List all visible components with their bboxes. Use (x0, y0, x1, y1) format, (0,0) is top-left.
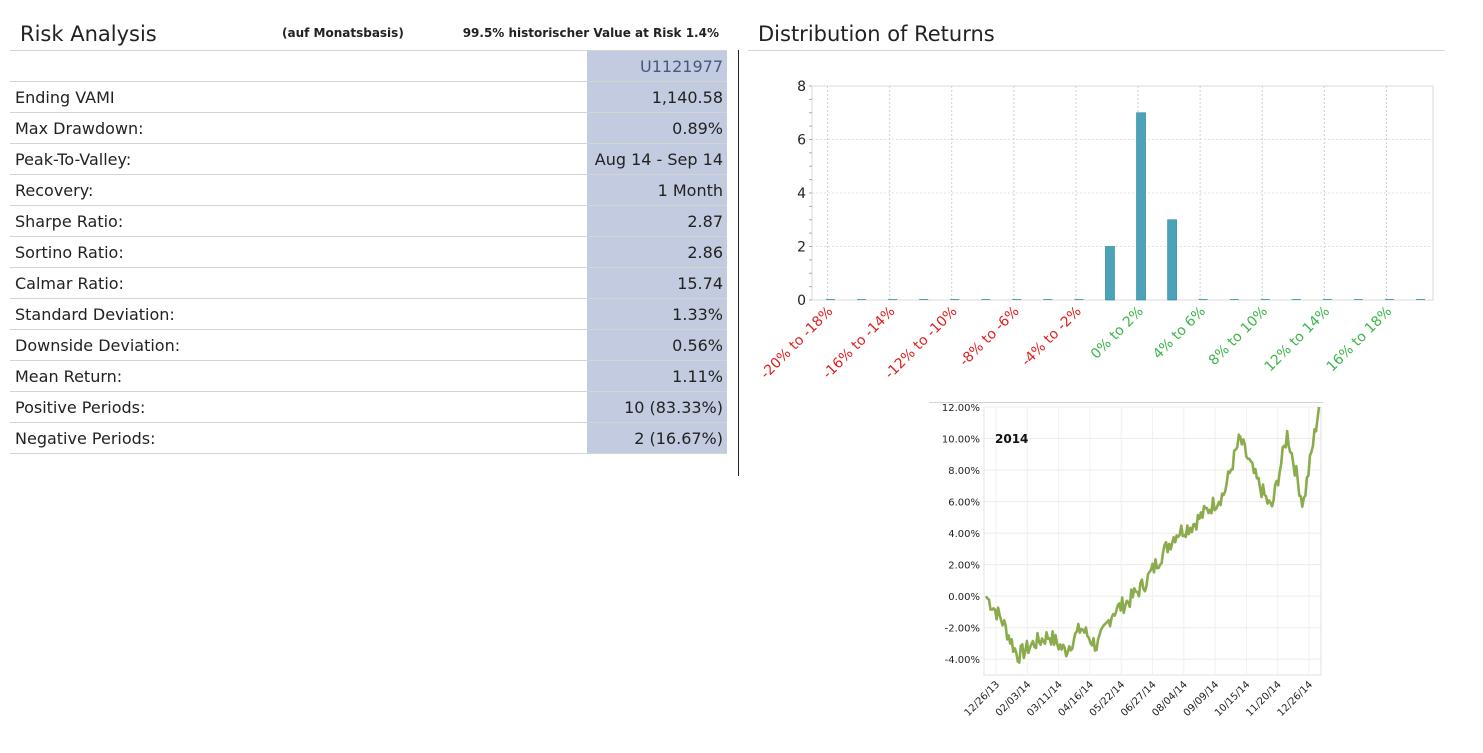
distribution-bar (1043, 299, 1053, 300)
distribution-bar (826, 299, 836, 300)
risk-row-value: 1.33% (587, 298, 727, 330)
risk-row-value: 10 (83.33%) (587, 391, 727, 423)
y-tick-label: 0.00% (948, 592, 980, 603)
distribution-bar (1260, 299, 1270, 300)
risk-row-label: Sharpe Ratio: (10, 205, 587, 237)
account-row: U1121977 (10, 50, 727, 82)
risk-header: Risk Analysis (auf Monatsbasis) 99.5% hi… (10, 0, 727, 50)
risk-row-value: 1,140.58 (587, 81, 727, 113)
risk-row-label: Recovery: (10, 174, 587, 206)
risk-row-label: Ending VAMI (10, 81, 587, 113)
distribution-bar (1415, 299, 1425, 300)
risk-row-label: Max Drawdown: (10, 112, 587, 144)
risk-row: Calmar Ratio: 15.74 (10, 267, 727, 299)
risk-title: Risk Analysis (20, 22, 157, 46)
distribution-bar (919, 299, 929, 300)
risk-row-value: 2 (16.67%) (587, 422, 727, 454)
risk-row-value: 2.87 (587, 205, 727, 237)
y-tick-label: 6.00% (948, 498, 980, 509)
risk-row: Max Drawdown: 0.89% (10, 112, 727, 144)
risk-row: Standard Deviation: 1.33% (10, 298, 727, 330)
risk-row: Ending VAMI 1,140.58 (10, 81, 727, 113)
risk-row-label: Standard Deviation: (10, 298, 587, 330)
risk-table: U1121977 Ending VAMI 1,140.58 Max Drawdown… (10, 50, 727, 454)
risk-row-label: Calmar Ratio: (10, 267, 587, 299)
distribution-bar (1384, 299, 1394, 300)
distribution-bar (1136, 112, 1146, 301)
risk-row-label: Downside Deviation: (10, 329, 587, 361)
y-tick-label: 2.00% (948, 561, 980, 572)
y-tick-label: 12.00% (942, 403, 980, 414)
risk-row-label: Positive Periods: (10, 391, 587, 423)
y-tick-label: 8.00% (948, 466, 980, 477)
risk-row-value: 0.89% (587, 112, 727, 144)
risk-row-label: Sortino Ratio: (10, 236, 587, 268)
risk-row: Recovery: 1 Month (10, 174, 727, 206)
distribution-title-rule (748, 50, 1445, 51)
distribution-bar (950, 299, 960, 300)
distribution-bar (857, 299, 867, 300)
risk-row-value: 1.11% (587, 360, 727, 392)
risk-row-label: Peak-To-Valley: (10, 143, 587, 175)
risk-row-value: 0.56% (587, 329, 727, 361)
risk-row: Downside Deviation: 0.56% (10, 329, 727, 361)
distribution-bar (1229, 299, 1239, 300)
distribution-bar (1353, 299, 1363, 300)
y-tick-label: 4.00% (948, 529, 980, 540)
y-tick-label: 10.00% (942, 435, 980, 446)
risk-row-label: Mean Return: (10, 360, 587, 392)
line-chart-title: 2014 (995, 432, 1028, 446)
risk-row-value: 1 Month (587, 174, 727, 206)
distribution-title: Distribution of Returns (758, 22, 995, 46)
y-tick-label: 0 (797, 293, 806, 309)
performance-top-rule (929, 402, 1323, 403)
risk-row: Mean Return: 1.11% (10, 360, 727, 392)
y-tick-label: 8 (797, 79, 806, 95)
y-tick-label: 2 (797, 240, 806, 256)
vertical-divider (738, 50, 739, 476)
account-label-cell (10, 50, 587, 82)
distribution-bar (1012, 299, 1022, 300)
y-tick-label: -2.00% (945, 624, 980, 635)
y-tick-label: 6 (797, 133, 806, 149)
performance-line (984, 406, 1321, 664)
risk-row-value: 15.74 (587, 267, 727, 299)
distribution-bar (981, 299, 991, 300)
basis-note: (auf Monatsbasis) (282, 26, 404, 40)
risk-row: Negative Periods: 2 (16.67%) (10, 422, 727, 454)
value-at-risk-note: 99.5% historischer Value at Risk 1.4% (462, 26, 719, 40)
y-tick-label: 4 (797, 186, 806, 202)
risk-analysis-panel: Risk Analysis (auf Monatsbasis) 99.5% hi… (10, 0, 727, 454)
distribution-bar (1074, 299, 1084, 300)
risk-row-value: Aug 14 - Sep 14 (587, 143, 727, 175)
risk-row: Peak-To-Valley: Aug 14 - Sep 14 (10, 143, 727, 175)
distribution-bar (1322, 299, 1332, 300)
distribution-bar (1167, 219, 1177, 301)
risk-row: Sortino Ratio: 2.86 (10, 236, 727, 268)
risk-row-value: 2.86 (587, 236, 727, 268)
risk-row: Sharpe Ratio: 2.87 (10, 205, 727, 237)
distribution-bar (1291, 299, 1301, 300)
distribution-bar (1105, 246, 1115, 301)
account-id: U1121977 (587, 50, 727, 82)
distribution-bar (1198, 299, 1208, 300)
risk-row-label: Negative Periods: (10, 422, 587, 454)
risk-row: Positive Periods: 10 (83.33%) (10, 391, 727, 423)
y-tick-label: -4.00% (945, 655, 980, 666)
distribution-bar (888, 299, 898, 300)
